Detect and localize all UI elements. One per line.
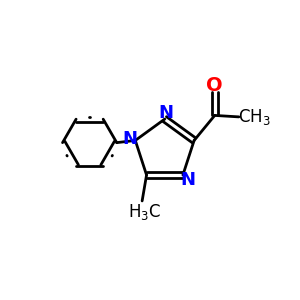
Text: H$_3$C: H$_3$C xyxy=(128,202,162,222)
Text: N: N xyxy=(181,171,196,189)
Text: N: N xyxy=(122,130,137,148)
Text: O: O xyxy=(206,76,223,95)
Text: CH$_3$: CH$_3$ xyxy=(238,107,271,127)
Text: N: N xyxy=(159,103,174,122)
